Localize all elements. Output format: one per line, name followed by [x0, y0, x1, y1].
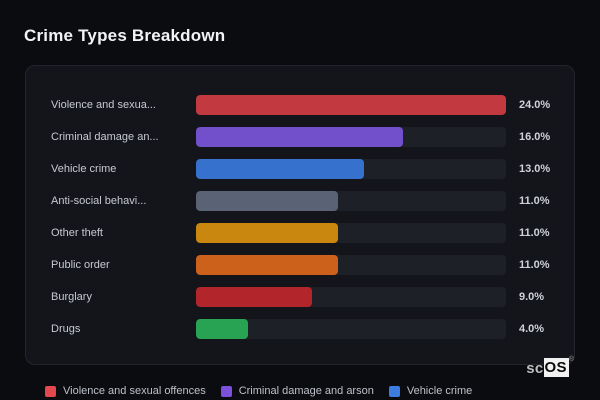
- value-label: 9.0%: [519, 291, 545, 303]
- bar[interactable]: [196, 191, 339, 211]
- chart-legend: Violence and sexual offences Criminal dam…: [45, 385, 472, 397]
- bar[interactable]: [196, 287, 313, 307]
- bar-track: [196, 223, 506, 243]
- legend-swatch-icon: [388, 385, 400, 397]
- value-label: 24.0%: [519, 99, 551, 111]
- legend-label: Vehicle crime: [406, 385, 473, 397]
- logo-prefix: sc: [526, 360, 544, 377]
- value-label: 4.0%: [519, 323, 545, 335]
- bar-track: [196, 319, 506, 339]
- legend-swatch-icon: [45, 385, 56, 397]
- legend-label: Violence and sexual offences: [63, 385, 206, 397]
- bar[interactable]: [196, 159, 364, 179]
- bar-row: Burglary 9.0%: [26, 281, 574, 313]
- legend-label: Criminal damage and arson: [238, 385, 374, 397]
- chart-panel: Violence and sexua... 24.0% Criminal damag…: [25, 65, 575, 365]
- bar-row: Other theft 11.0%: [26, 217, 574, 249]
- registered-mark: ®: [568, 356, 574, 363]
- bar-chart: Violence and sexua... 24.0% Criminal damag…: [26, 89, 574, 345]
- bar-track: [196, 287, 506, 307]
- bar-row: Violence and sexua... 24.0%: [26, 89, 574, 121]
- legend-item[interactable]: Criminal damage and arson: [220, 385, 374, 397]
- bar-row: Drugs 4.0%: [26, 313, 574, 345]
- bar-row: Anti-social behavi... 11.0%: [26, 185, 574, 217]
- logo-suffix: OS: [543, 358, 569, 377]
- bar[interactable]: [196, 127, 403, 147]
- category-label: Drugs: [51, 323, 81, 335]
- category-label: Anti-social behavi...: [51, 195, 147, 207]
- bar-track: [196, 191, 506, 211]
- scos-logo: sc OS ®: [526, 356, 574, 377]
- legend-item[interactable]: Violence and sexual offences: [45, 385, 206, 397]
- bar[interactable]: [196, 255, 339, 275]
- bar-track: [196, 127, 506, 147]
- bar-row: Vehicle crime 13.0%: [26, 153, 574, 185]
- category-label: Burglary: [51, 291, 92, 303]
- legend-swatch-icon: [220, 385, 232, 397]
- value-label: 11.0%: [519, 259, 550, 271]
- page-title: Crime Types Breakdown: [24, 26, 226, 45]
- category-label: Public order: [51, 259, 110, 271]
- value-label: 16.0%: [519, 131, 551, 143]
- category-label: Criminal damage an...: [51, 131, 159, 143]
- bar-row: Criminal damage an... 16.0%: [26, 121, 574, 153]
- bar-track: [196, 159, 506, 179]
- bar[interactable]: [196, 95, 506, 115]
- bar[interactable]: [196, 223, 339, 243]
- value-label: 11.0%: [519, 227, 550, 239]
- value-label: 11.0%: [519, 195, 550, 207]
- legend-item[interactable]: Vehicle crime: [388, 385, 473, 397]
- category-label: Other theft: [51, 227, 103, 239]
- category-label: Vehicle crime: [51, 163, 117, 175]
- category-label: Violence and sexua...: [51, 99, 156, 111]
- bar-track: [196, 95, 506, 115]
- bar[interactable]: [196, 319, 248, 339]
- value-label: 13.0%: [519, 163, 551, 175]
- bar-row: Public order 11.0%: [26, 249, 574, 281]
- bar-track: [196, 255, 506, 275]
